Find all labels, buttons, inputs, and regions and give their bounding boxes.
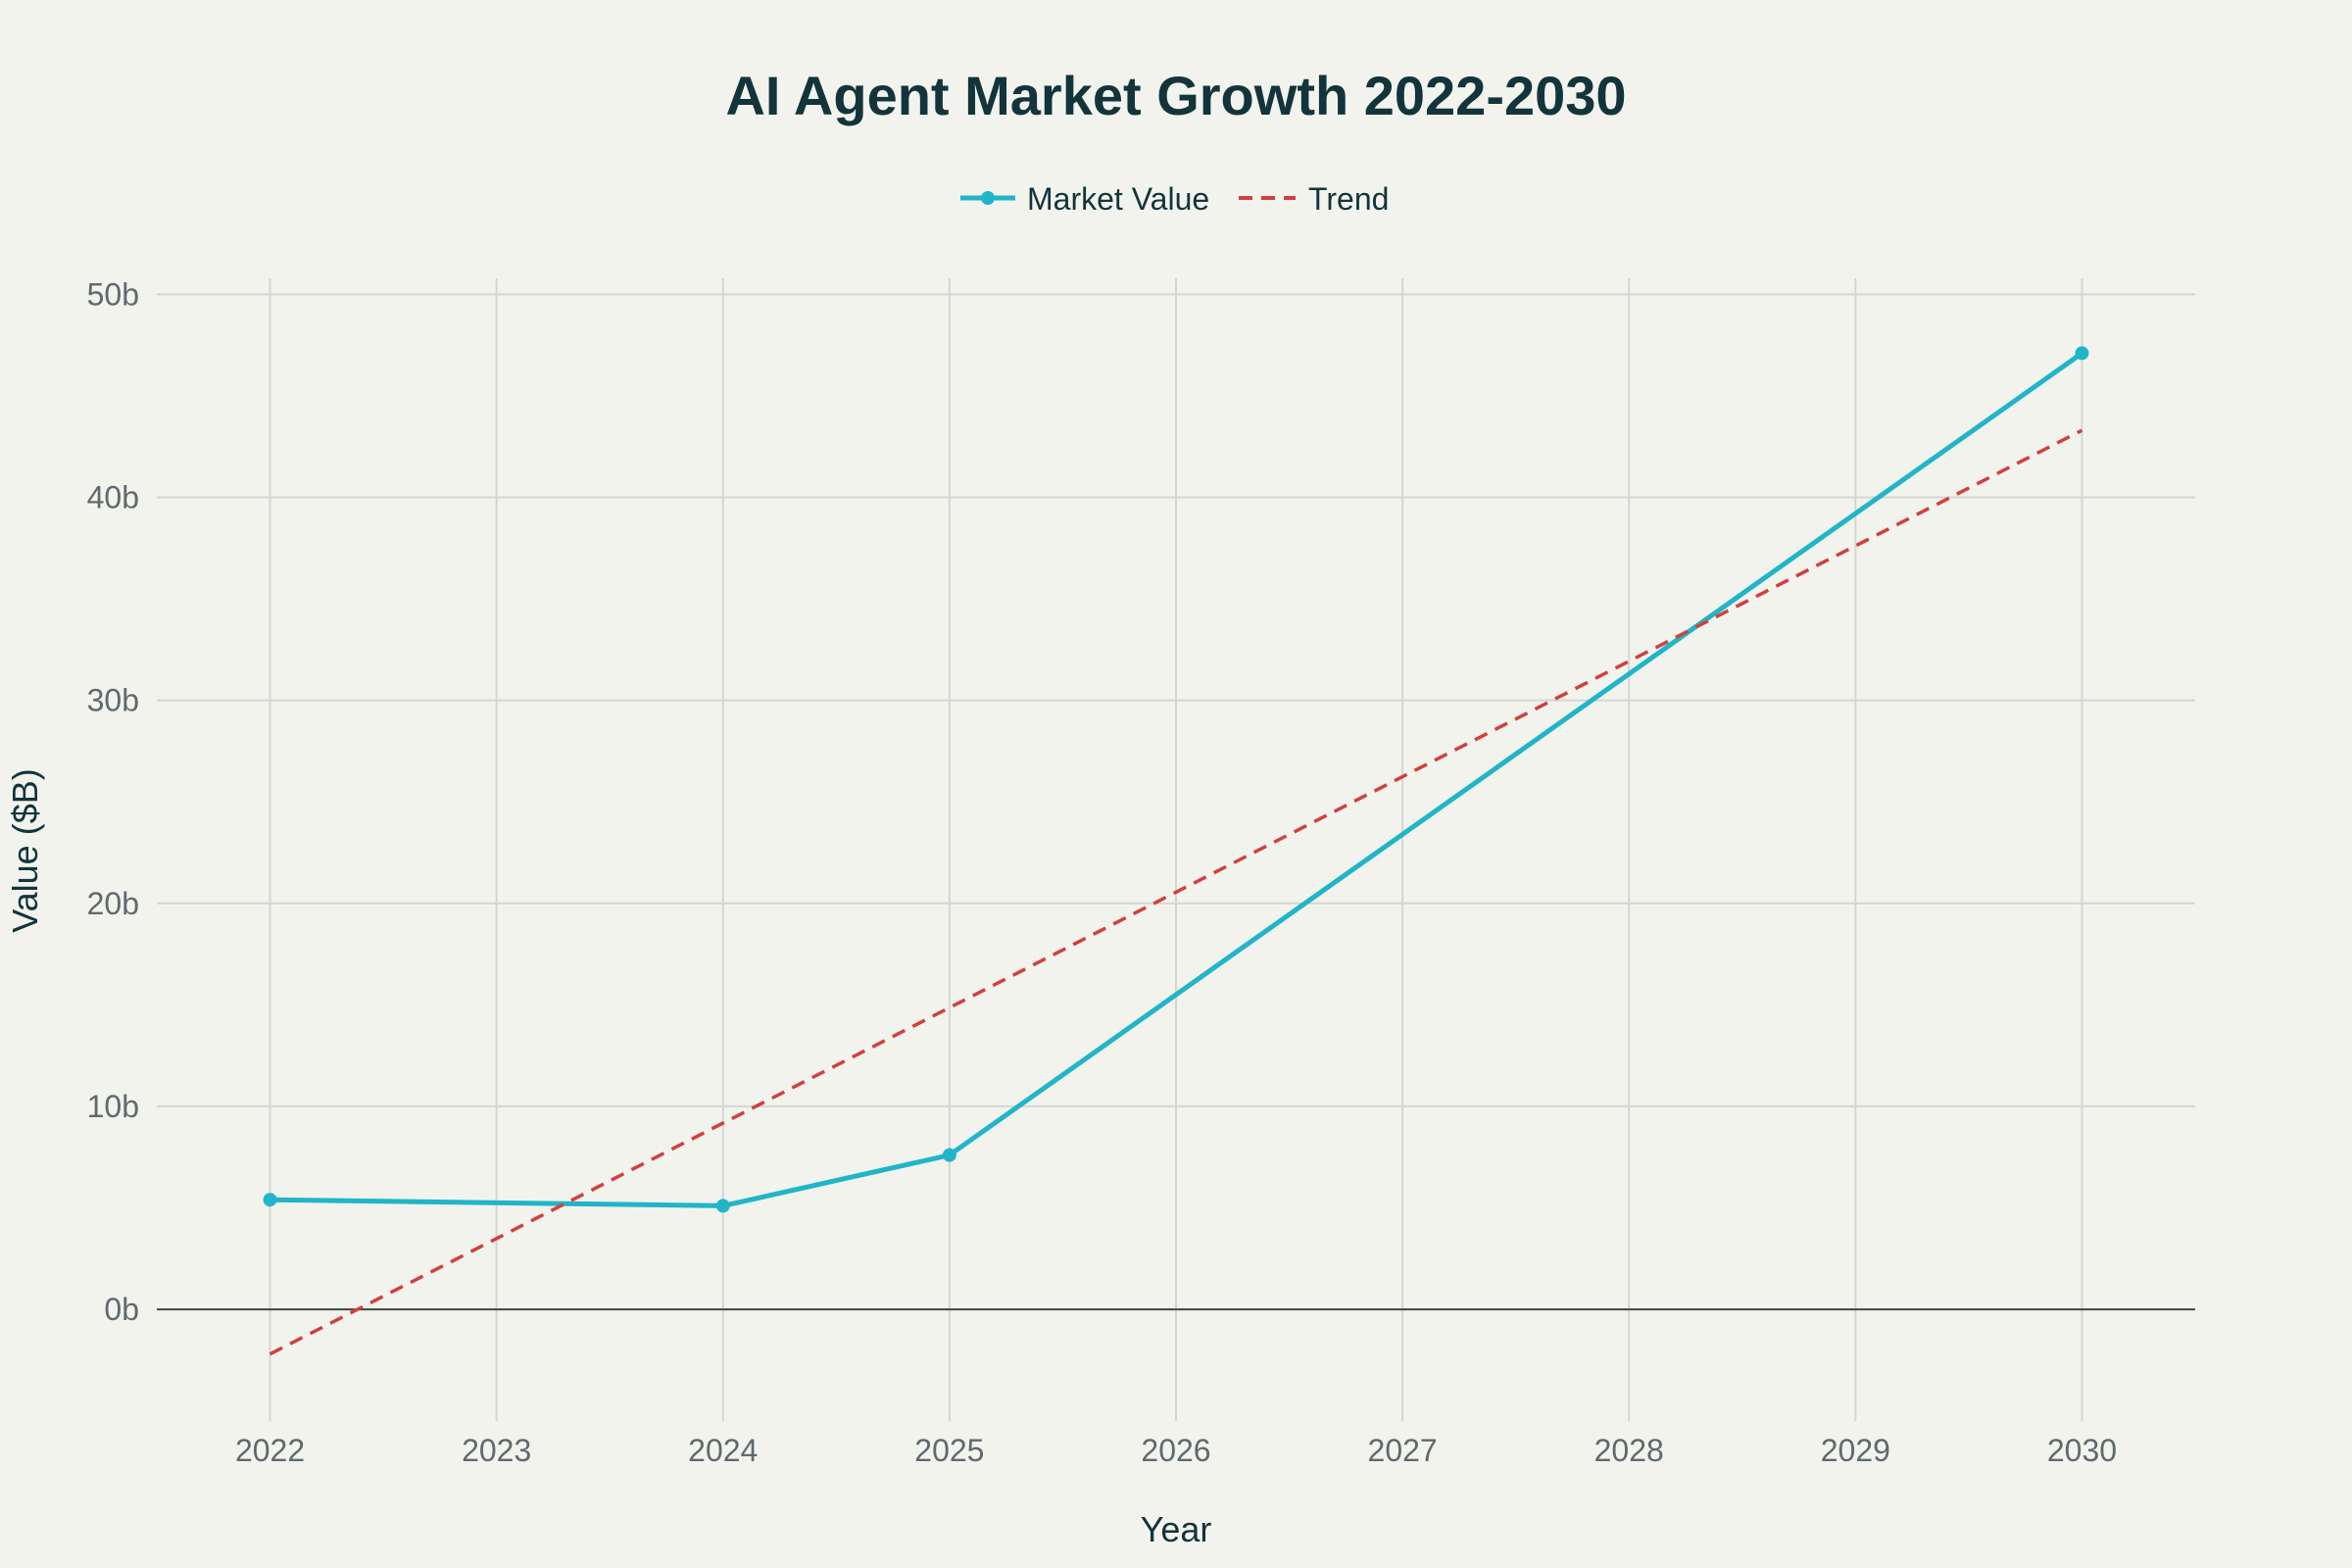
series-line-market-value: [268, 350, 2084, 1208]
x-tick-label: 2027: [1368, 1433, 1438, 1468]
legend-label-market-value: Market Value: [1027, 181, 1209, 217]
data-point-market-value[interactable]: [2075, 346, 2089, 361]
legend-marker-market-value: [981, 191, 995, 205]
legend: Market Value Trend: [960, 181, 1389, 217]
data-point-market-value[interactable]: [263, 1193, 277, 1207]
y-tick-label: 0b: [104, 1292, 139, 1327]
x-tick-label: 2028: [1594, 1433, 1664, 1468]
x-tick-label: 2022: [235, 1433, 305, 1468]
y-tick-label: 40b: [87, 480, 139, 515]
y-tick-label: 50b: [87, 276, 139, 312]
series-line-trend: [269, 428, 2083, 1356]
x-tick-label: 2023: [462, 1433, 531, 1468]
data-point-market-value[interactable]: [715, 1199, 730, 1213]
x-tick-label: 2026: [1141, 1433, 1210, 1468]
y-axis-title: Value ($B): [5, 768, 45, 932]
data-point-market-value[interactable]: [942, 1148, 956, 1162]
y-tick-label: 10b: [87, 1089, 139, 1124]
x-axis-title: Year: [1141, 1509, 1212, 1549]
x-tick-label: 2029: [1821, 1433, 1890, 1468]
legend-item-market-value[interactable]: Market Value: [960, 181, 1209, 217]
y-axis-ticks: 0b 10b 20b 30b 40b 50b: [87, 276, 139, 1327]
y-tick-label: 30b: [87, 683, 139, 718]
x-tick-label: 2024: [688, 1433, 758, 1468]
x-tick-label: 2025: [914, 1433, 984, 1468]
x-axis-ticks: 2022 2023 2024 2025 2026 2027 2028 2029 2030: [235, 1433, 2117, 1468]
x-tick-label: 2030: [2047, 1433, 2117, 1468]
chart-title: AI Agent Market Growth 2022-2030: [725, 65, 1626, 126]
legend-label-trend: Trend: [1308, 181, 1389, 217]
legend-item-trend[interactable]: Trend: [1239, 181, 1389, 217]
series: [263, 346, 2089, 1356]
y-tick-label: 20b: [87, 886, 139, 921]
grid: [157, 278, 2195, 1421]
